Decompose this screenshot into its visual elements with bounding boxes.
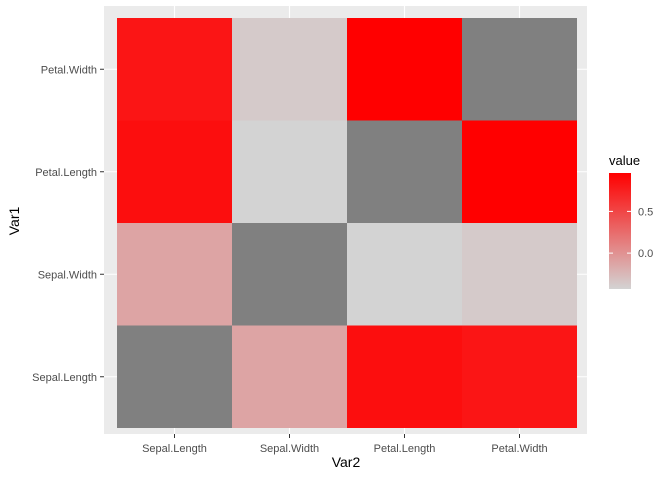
legend-colorbar (609, 173, 631, 289)
heatmap-cell (117, 325, 232, 428)
x-tick-label: Petal.Length (374, 443, 436, 455)
heatmap-cell (117, 223, 232, 326)
heatmap-cell (462, 325, 577, 428)
y-tick-label: Petal.Width (41, 64, 97, 76)
legend-tick-label: 0.0 (638, 248, 653, 260)
heatmap-cell (462, 120, 577, 223)
heatmap-cell (117, 18, 232, 121)
y-axis-title: Var1 (6, 207, 22, 236)
x-axis-title: Var2 (332, 454, 361, 470)
legend-ticks: 0.0 0.5 (609, 206, 653, 260)
heatmap-cell (347, 120, 462, 223)
heatmap-cell (232, 120, 347, 223)
y-axis-labels: Sepal.Length Sepal.Width Petal.Length Petal… (32, 64, 97, 384)
heatmap-cell (232, 325, 347, 428)
heatmap-cell (347, 18, 462, 121)
y-tick-label: Sepal.Length (32, 372, 97, 384)
y-tick-label: Sepal.Width (38, 269, 97, 281)
heatmap-cell (347, 223, 462, 326)
axis-ticks (100, 68, 520, 438)
heatmap-cell (462, 223, 577, 326)
legend-tick-label: 0.5 (638, 206, 653, 218)
legend-title: value (609, 153, 640, 168)
legend: value 0.0 0.5 (609, 153, 653, 289)
heatmap-cell (462, 18, 577, 121)
heatmap-cell (232, 18, 347, 121)
x-axis-labels: Sepal.Length Sepal.Width Petal.Length Petal… (142, 443, 548, 455)
heatmap-cell (347, 325, 462, 428)
heatmap-cell (232, 223, 347, 326)
x-tick-label: Sepal.Length (142, 443, 207, 455)
x-tick-label: Petal.Width (491, 443, 547, 455)
x-tick-label: Sepal.Width (260, 443, 319, 455)
heatmap-cell (117, 120, 232, 223)
heatmap-cells (117, 18, 577, 428)
y-tick-label: Petal.Length (35, 167, 97, 179)
